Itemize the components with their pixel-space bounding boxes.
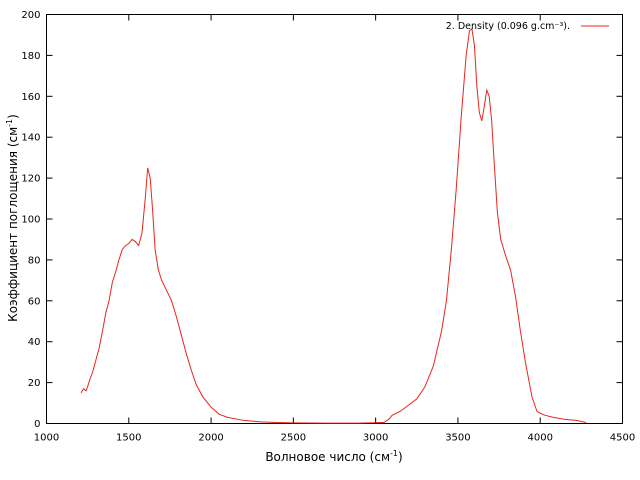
y-tick-label: 140 <box>21 133 40 144</box>
x-tick-label: 4000 <box>527 433 552 444</box>
x-tick-label: 2000 <box>198 433 223 444</box>
y-tick-label: 120 <box>21 174 40 185</box>
x-tick-label: 4500 <box>610 433 635 444</box>
x-tick-label: 3000 <box>363 433 388 444</box>
axis-ticks <box>46 14 623 424</box>
y-tick-label: 160 <box>21 92 40 103</box>
x-axis-title: Волновое число (см-1) <box>265 449 402 464</box>
y-tick-label: 60 <box>28 296 41 307</box>
y-tick-label: 180 <box>21 51 40 62</box>
series-line-density <box>80 27 587 424</box>
x-tick-label: 3500 <box>445 433 470 444</box>
y-tick-label: 200 <box>21 10 40 21</box>
legend: 2. Density (0.096 g.cm⁻³). <box>446 21 609 32</box>
y-tick-label: 0 <box>34 419 40 430</box>
y-tick-label: 80 <box>28 255 41 266</box>
y-tick-label: 100 <box>21 215 40 226</box>
x-tick-label: 2500 <box>281 433 306 444</box>
tick-labels: 1000 1500 2000 2500 3000 3500 4000 4500 0 20 40 60 8… <box>21 10 635 444</box>
y-tick-label: 20 <box>28 378 41 389</box>
x-tick-label: 1500 <box>116 433 141 444</box>
y-axis-title: Коэффициент поглощения (см-1) <box>5 114 20 322</box>
y-tick-label: 40 <box>28 337 41 348</box>
legend-label: 2. Density (0.096 g.cm⁻³). <box>446 21 570 32</box>
x-tick-label: 1000 <box>34 433 59 444</box>
plot-frame <box>46 14 623 424</box>
